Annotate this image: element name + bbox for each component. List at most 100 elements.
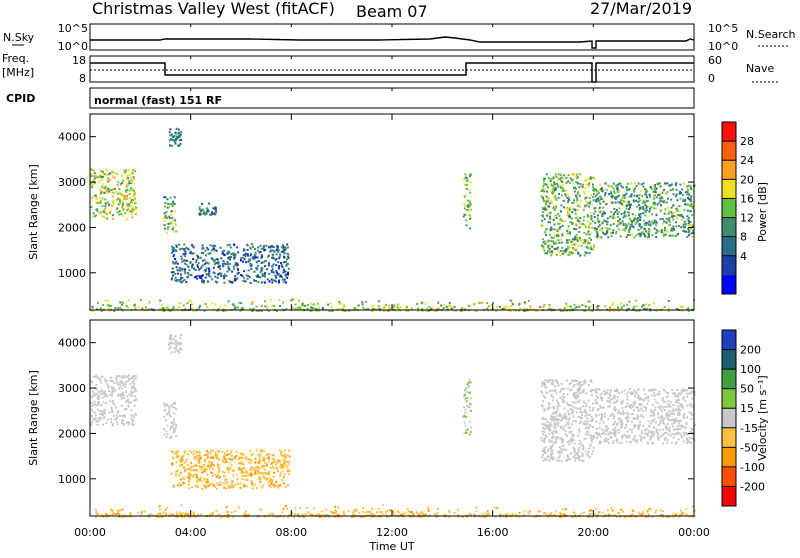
data-cell [544,241,546,243]
data-cell [561,452,563,454]
data-cell [250,255,252,257]
data-cell [193,456,195,458]
data-cell [126,305,128,307]
data-cell [95,195,97,197]
data-cell [529,308,531,310]
data-cell [352,511,354,513]
data-cell [121,182,123,184]
data-cell [691,437,693,439]
data-cell [167,226,169,228]
data-cell [125,381,127,383]
data-cell [688,393,690,395]
data-cell [660,218,662,220]
data-cell [287,254,289,256]
data-cell [469,215,471,217]
data-cell [673,404,675,406]
data-cell [215,474,217,476]
data-cell [465,387,467,389]
data-cell [590,239,592,241]
data-cell [690,187,692,189]
data-cell [290,300,292,302]
data-cell [277,461,279,463]
data-cell [656,183,658,185]
data-cell [553,380,555,382]
data-cell [242,467,244,469]
data-cell [135,201,137,203]
data-cell [617,189,619,191]
data-cell [617,216,619,218]
data-cell [575,213,577,215]
data-cell [307,304,309,306]
data-cell [675,184,677,186]
data-cell [217,474,219,476]
data-cell [552,185,554,187]
data-cell [594,222,596,224]
data-cell [583,191,585,193]
data-cell [117,412,119,414]
data-cell [627,211,629,213]
cpid-label: CPID [6,92,35,105]
data-cell [622,205,624,207]
data-cell [545,183,547,185]
data-cell [577,205,579,207]
data-cell [177,470,179,472]
data-cell [134,413,136,415]
data-cell [542,187,544,189]
data-cell [576,380,578,382]
data-cell [210,483,212,485]
data-cell [585,305,587,307]
data-cell [631,421,633,423]
data-cell [551,432,553,434]
data-cell [243,463,245,465]
data-cell [118,513,120,515]
data-cell [641,226,643,228]
data-cell [369,511,371,513]
data-cell [645,397,647,399]
data-cell [657,403,659,405]
data-cell [621,442,623,444]
data-cell [620,509,622,511]
data-cell [100,170,102,172]
data-cell [646,428,648,430]
data-cell [605,203,607,205]
data-cell [628,214,630,216]
data-cell [494,507,496,509]
data-cell [678,225,680,227]
data-cell [178,136,180,138]
data-cell [102,176,104,178]
data-cell [257,470,259,472]
data-cell [549,244,551,246]
data-cell [203,247,205,249]
data-cell [122,302,124,304]
data-cell [470,203,472,205]
data-cell [254,484,256,486]
data-cell [389,307,391,309]
data-cell [466,179,468,181]
data-cell [251,303,253,305]
data-cell [104,205,106,207]
data-cell [184,452,186,454]
data-cell [192,258,194,260]
data-cell [662,443,664,445]
data-cell [673,513,675,515]
data-cell [667,207,669,209]
data-cell [183,249,185,251]
data-cell [549,305,551,307]
data-cell [137,512,139,514]
data-cell [261,256,263,258]
data-cell [595,189,597,191]
data-cell [200,513,202,515]
data-cell [672,188,674,190]
data-cell [549,202,551,204]
data-cell [575,209,577,211]
data-cell [560,185,562,187]
data-cell [566,418,568,420]
data-cell [446,306,448,308]
data-cell [587,221,589,223]
data-cell [464,412,466,414]
data-cell [593,447,595,449]
data-cell [615,430,617,432]
data-cell [650,435,652,437]
data-cell [559,251,561,253]
data-cell [667,393,669,395]
